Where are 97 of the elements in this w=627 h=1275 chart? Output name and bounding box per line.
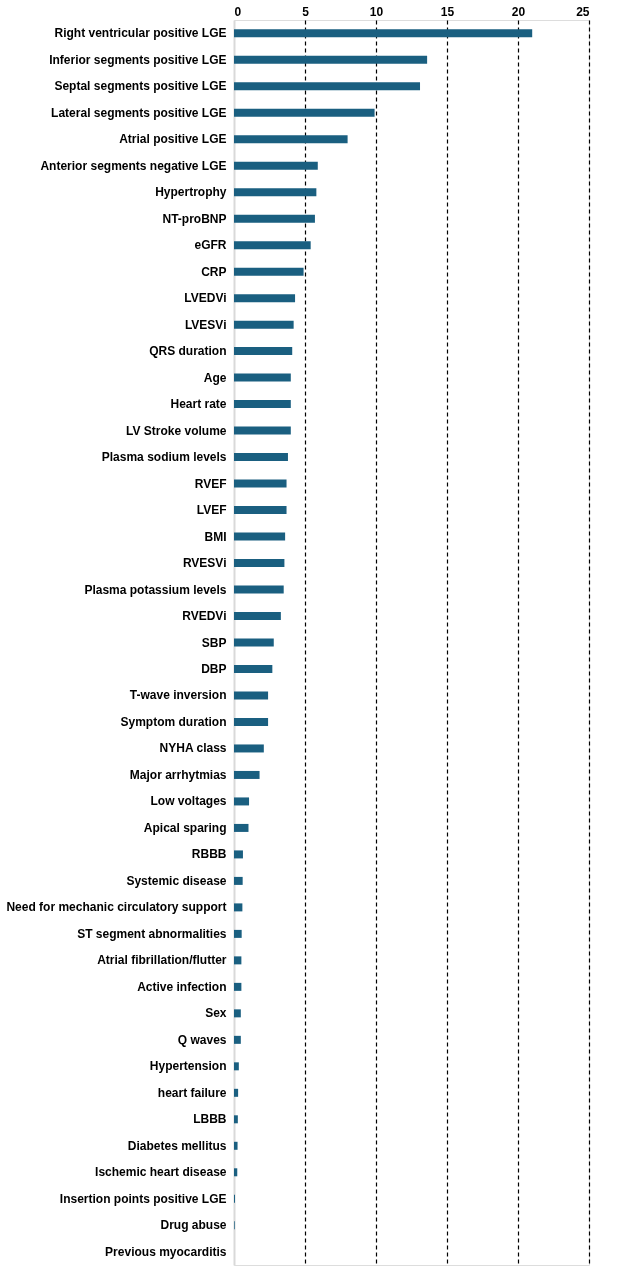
x-tick-label: 5 [302,4,310,19]
y-tick-label: Plasma sodium levels [101,450,227,465]
y-tick-label: SBP [201,635,227,650]
y-tick-label: Atrial fibrillation/flutter [97,953,227,968]
bar [234,585,284,594]
bar [234,161,318,170]
bar [234,347,293,356]
bar [234,506,287,515]
y-tick-label: Insertion points positive LGE [59,1191,227,1206]
x-tick-label: 0 [234,4,242,19]
y-tick-label: Atrial positive LGE [119,132,227,147]
bar [234,294,296,303]
y-tick-label: Hypertrophy [155,185,227,200]
bar [234,612,281,621]
y-tick-label: DBP [201,661,227,676]
y-tick-label: LVESVi [184,317,227,332]
x-tick-label: 10 [369,4,384,19]
y-tick-label: T-wave inversion [129,688,227,703]
y-tick-label: Right ventricular positive LGE [54,26,227,41]
y-tick-label: Need for mechanic circulatory support [6,900,227,915]
bar [234,770,260,779]
bar [234,426,291,435]
bar [234,1062,239,1071]
bar [234,664,273,673]
bar [234,479,287,488]
bar [234,135,348,144]
bar [234,638,274,647]
bar [234,82,421,91]
bar [234,532,286,541]
bar [234,823,249,832]
y-tick-label: heart failure [157,1085,227,1100]
bar [234,241,311,250]
y-tick-label: Sex [205,1006,227,1021]
bar [234,956,242,965]
bar [234,1168,238,1177]
y-tick-label: Low voltages [150,794,227,809]
y-tick-label: CRP [201,264,227,279]
bar [234,320,294,329]
y-tick-label: LV Stroke volume [126,423,227,438]
bar [234,559,285,568]
y-tick-label: NYHA class [159,741,227,756]
bar [234,903,243,912]
bar [234,929,242,938]
x-tick-label: 25 [576,4,590,19]
y-tick-label: Previous myocarditis [105,1244,227,1259]
y-tick-label: Diabetes mellitus [127,1138,227,1153]
y-tick-label: LVEDVi [184,291,227,306]
bar [234,1035,241,1044]
bar [234,453,288,462]
y-tick-label: Lateral segments positive LGE [51,105,227,120]
y-tick-label: Apical sparing [143,820,227,835]
y-tick-label: Hypertension [149,1059,227,1074]
y-tick-label: ST segment abnormalities [77,926,227,941]
y-tick-label: Drug abuse [160,1218,227,1233]
y-tick-label: LBBB [193,1112,227,1127]
y-tick-label: BMI [204,529,227,544]
y-tick-label: Plasma potassium levels [84,582,227,597]
x-tick-label: 20 [511,4,526,19]
bar [234,55,428,64]
y-tick-label: Anterior segments negative LGE [40,158,227,173]
y-tick-label: Systemic disease [126,873,227,888]
bar [234,717,269,726]
y-tick-label: Septal segments positive LGE [54,79,227,94]
bar [234,982,242,991]
y-tick-label: RBBB [191,847,227,862]
bar [234,1141,238,1150]
y-tick-label: Age [203,370,227,385]
y-tick-label: Active infection [137,979,227,994]
y-tick-label: Inferior segments positive LGE [49,52,227,67]
bar [234,29,533,38]
bar [234,1009,241,1018]
bar [234,214,315,223]
y-tick-label: Ischemic heart disease [95,1165,227,1180]
bar [234,267,304,276]
bar [234,108,375,117]
y-tick-label: RVEDVi [182,609,227,624]
y-tick-label: NT-proBNP [162,211,227,226]
bar [234,373,291,382]
y-tick-label: Symptom duration [120,714,227,729]
bar [234,744,264,753]
bar [234,188,317,197]
bar [234,876,243,885]
bar [234,850,243,859]
y-tick-label: RVESVi [182,556,227,571]
x-tick-label: 15 [440,4,455,19]
bar [234,400,291,409]
bar [234,1088,239,1097]
bar [234,797,250,806]
y-tick-label: Q waves [177,1032,227,1047]
bar [234,1115,238,1124]
y-tick-label: RVEF [194,476,227,491]
y-tick-label: Heart rate [170,397,227,412]
y-tick-label: QRS duration [149,344,227,359]
y-tick-label: Major arrhytmias [129,767,227,782]
y-tick-label: eGFR [194,238,227,253]
bar [234,691,269,700]
y-tick-label: LVEF [196,503,227,518]
